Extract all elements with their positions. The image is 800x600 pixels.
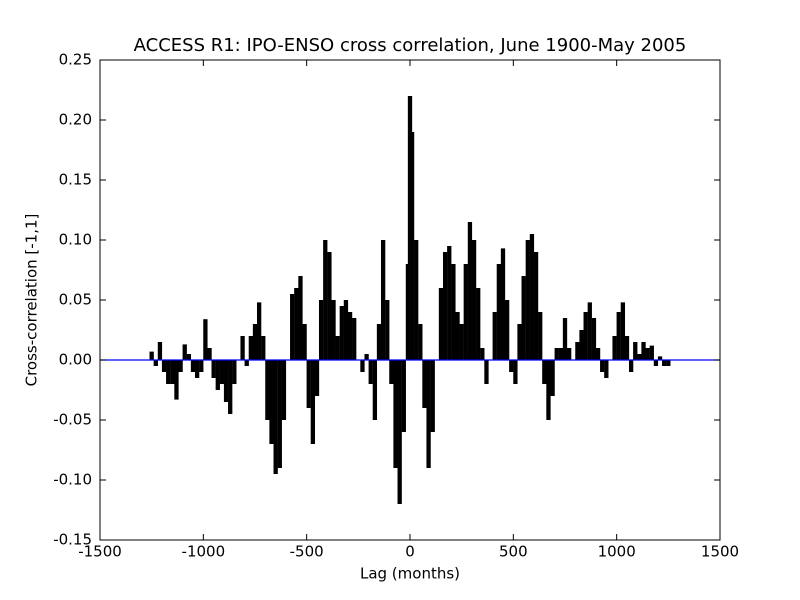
- y-tick-label: 0.15: [59, 171, 92, 189]
- x-tick-label: -500: [290, 543, 324, 561]
- y-tick-label: 0.10: [59, 231, 92, 249]
- y-tick-label: 0.25: [59, 51, 92, 69]
- x-tick-label: 0: [405, 543, 415, 561]
- x-tick-label: -1500: [78, 543, 122, 561]
- y-tick-label: -0.10: [53, 471, 92, 489]
- plot-frame: [99, 59, 721, 541]
- y-tick-label: 0.20: [59, 111, 92, 129]
- x-tick-label: -1000: [182, 543, 226, 561]
- y-tick-label: -0.05: [53, 411, 92, 429]
- y-tick-label: 0.05: [59, 291, 92, 309]
- x-tick-label: 1500: [701, 543, 739, 561]
- chart-title: ACCESS R1: IPO-ENSO cross correlation, J…: [134, 35, 687, 56]
- x-axis-label: Lag (months): [360, 565, 460, 583]
- y-tick-label: 0.00: [59, 351, 92, 369]
- y-axis-label: Cross-correlation [-1,1]: [23, 214, 41, 387]
- y-tick-label: -0.15: [53, 531, 92, 549]
- x-tick-label: 1000: [598, 543, 636, 561]
- x-tick-label: 500: [499, 543, 528, 561]
